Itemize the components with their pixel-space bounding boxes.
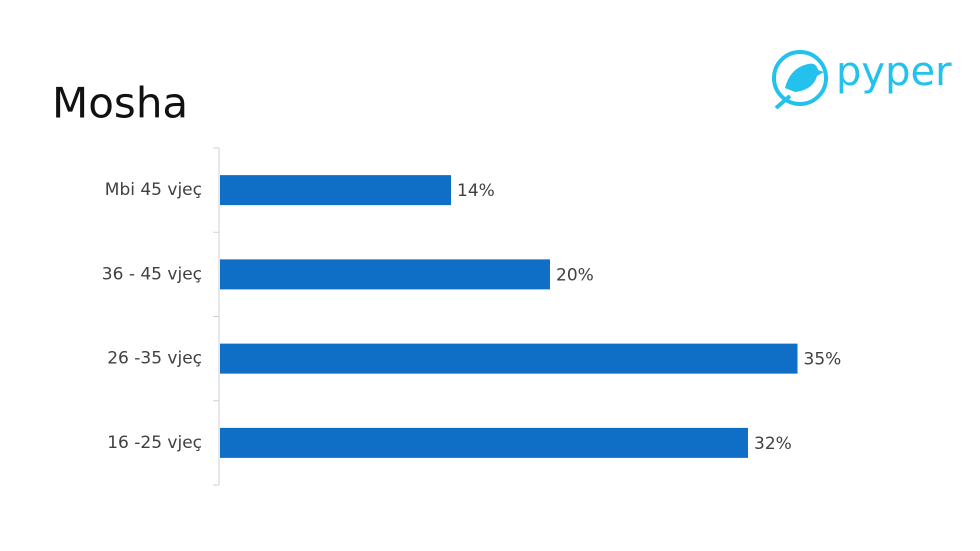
logo-tail [774,94,792,110]
logo: pyper [772,49,952,110]
bar [220,427,748,458]
value-label: 14% [457,181,495,201]
category-label: 36 - 45 vjeç [102,264,202,284]
category-label: 16 -25 vjeç [107,433,202,453]
category-label: Mbi 45 vjeç [105,180,202,200]
logo-bird [785,63,824,92]
logo-ring [772,50,828,106]
value-label: 20% [556,265,594,285]
value-label: 35% [804,350,842,370]
category-label: 26 -35 vjeç [107,349,202,369]
logo-text: pyper [836,49,952,95]
bar [220,259,550,290]
value-label: 32% [754,434,792,454]
chart-title: Mosha [52,79,188,128]
bar [220,175,451,206]
bar [220,343,798,374]
